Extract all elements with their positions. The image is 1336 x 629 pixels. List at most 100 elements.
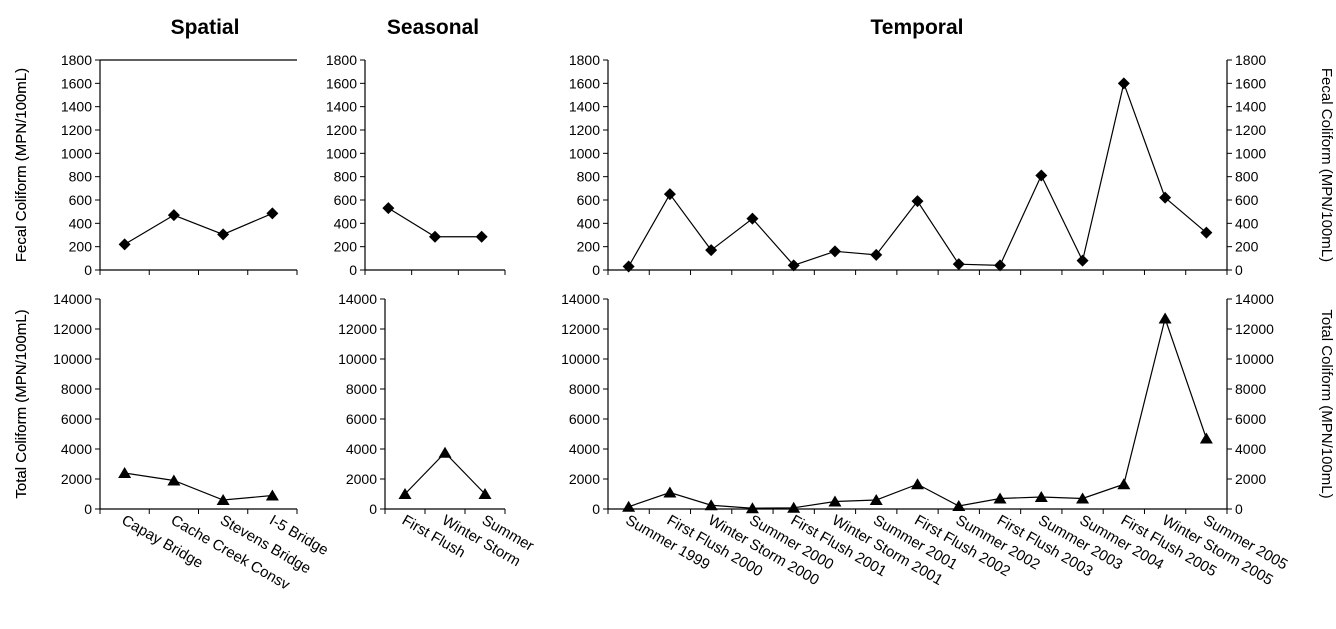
temporal-fecal-y-tick-label: 1000 — [1235, 145, 1266, 161]
seasonal-total-point-1 — [439, 447, 452, 458]
temporal-total-y-tick-label: 0 — [592, 501, 600, 517]
temporal-total-y-tick-label: 6000 — [569, 411, 600, 427]
spatial-total-y-tick-label: 0 — [84, 501, 92, 517]
spatial-fecal-panel: Spatial 0 200 400 600 800 1000 1200 1400 1600 1800… — [13, 16, 297, 278]
temporal-fecal-y-tick-label: 400 — [1235, 215, 1259, 231]
temporal-total-point-0 — [622, 501, 635, 512]
spatial-total-y-tick-label: 12000 — [53, 321, 92, 337]
temporal-fecal-y-tick-label: 1200 — [1235, 122, 1266, 138]
seasonal-fecal-y-tick-label: 200 — [334, 239, 358, 255]
temporal-fecal-series-line — [629, 83, 1207, 266]
temporal-fecal-point-8 — [953, 258, 965, 270]
temporal-total-y-tick-label: 10000 — [561, 351, 600, 367]
temporal-fecal-point-2 — [705, 244, 717, 256]
temporal-fecal-y-tick-label: 400 — [577, 215, 601, 231]
spatial-fecal-y-tick-label: 1000 — [61, 145, 92, 161]
temporal-fecal-y-tick-label: 600 — [577, 192, 601, 208]
seasonal-total-y-tick-label: 0 — [369, 501, 377, 517]
temporal-fecal-panel: Temporal 0 200 400 600 800 1000 1200 1400 1600 180… — [13, 16, 1335, 278]
temporal-fecal-y-tick-label: 1400 — [569, 99, 600, 115]
temporal-total-y-tick-label: 12000 — [1235, 321, 1274, 337]
spatial-fecal-point-3 — [266, 207, 278, 219]
temporal-total-y-tick-label: 14000 — [561, 291, 600, 307]
seasonal-fecal-y-tick-label: 0 — [349, 262, 357, 278]
temporal-total-point-13 — [1159, 313, 1172, 324]
seasonal-total-y-tick-label: 14000 — [338, 291, 377, 307]
temporal-total-point-12 — [1117, 478, 1130, 489]
temporal-total-point-2 — [705, 499, 718, 510]
temporal-total-y-tick-label: 8000 — [1235, 381, 1266, 397]
seasonal-fecal-point-0 — [382, 202, 394, 214]
seasonal-total-series-line — [405, 453, 485, 494]
temporal-total-y-tick-label: 12000 — [561, 321, 600, 337]
seasonal-total-y-tick-label: 12000 — [338, 321, 377, 337]
temporal-total-point-7 — [911, 478, 924, 489]
seasonal-fecal-y-tick-label: 1000 — [326, 145, 357, 161]
spatial-total-panel: 0 2000 4000 6000 8000 10000 12000 14000 Total Co… — [13, 291, 331, 594]
temporal-total-point-10 — [1035, 491, 1048, 502]
seasonal-fecal-title: Seasonal — [387, 16, 479, 39]
seasonal-fecal-point-1 — [429, 231, 441, 243]
temporal-fecal-y-tick-label: 200 — [577, 239, 601, 255]
temporal-fecal-point-10 — [1035, 170, 1047, 182]
spatial-fecal-y-tick-label: 200 — [69, 239, 93, 255]
temporal-total-ylabel-right: Total Coliform (MPN/100mL) — [1318, 309, 1335, 498]
temporal-fecal-y-tick-label: 0 — [1235, 262, 1243, 278]
temporal-fecal-y-tick-label: 1600 — [569, 75, 600, 91]
spatial-fecal-y-tick-label: 1200 — [61, 122, 92, 138]
temporal-fecal-y-tick-label: 1200 — [569, 122, 600, 138]
seasonal-total-y-tick-label: 10000 — [338, 351, 377, 367]
temporal-fecal-point-1 — [664, 188, 676, 200]
temporal-fecal-y-tick-label: 1000 — [569, 145, 600, 161]
temporal-fecal-y-tick-label: 800 — [577, 169, 601, 185]
temporal-total-point-14 — [1200, 433, 1213, 444]
spatial-fecal-y-tick-label: 400 — [69, 215, 93, 231]
temporal-total-y-tick-label: 14000 — [1235, 291, 1274, 307]
spatial-fecal-series-line — [125, 213, 273, 244]
temporal-fecal-y-tick-label: 1800 — [1235, 52, 1266, 68]
spatial-total-y-tick-label: 2000 — [61, 471, 92, 487]
spatial-fecal-y-tick-label: 1400 — [61, 99, 92, 115]
seasonal-fecal-y-tick-label: 1800 — [326, 52, 357, 68]
temporal-total-y-tick-label: 6000 — [1235, 411, 1266, 427]
spatial-total-y-tick-label: 4000 — [61, 441, 92, 457]
spatial-total-y-tick-label: 6000 — [61, 411, 92, 427]
temporal-total-y-tick-label: 2000 — [1235, 471, 1266, 487]
temporal-fecal-y-tick-label: 0 — [592, 262, 600, 278]
spatial-total-y-tick-label: 14000 — [53, 291, 92, 307]
seasonal-total-y-tick-label: 2000 — [346, 471, 377, 487]
temporal-fecal-ylabel-right: Fecal Coliform (MPN/100mL) — [1318, 68, 1335, 262]
temporal-total-y-tick-label: 0 — [1235, 501, 1243, 517]
temporal-fecal-y-tick-label: 800 — [1235, 169, 1259, 185]
spatial-total-y-tick-label: 8000 — [61, 381, 92, 397]
temporal-fecal-title: Temporal — [871, 16, 964, 39]
spatial-fecal-y-tick-label: 0 — [84, 262, 92, 278]
seasonal-fecal-panel: Seasonal 0 200 400 600 800 1000 1200 1400 1600 180… — [326, 16, 505, 278]
spatial-total-point-3 — [266, 490, 279, 501]
seasonal-fecal-y-tick-label: 400 — [334, 215, 358, 231]
temporal-fecal-point-7 — [912, 195, 924, 207]
temporal-total-point-6 — [870, 494, 883, 505]
seasonal-total-y-tick-label: 4000 — [346, 441, 377, 457]
temporal-fecal-point-5 — [829, 245, 841, 257]
seasonal-fecal-point-2 — [476, 231, 488, 243]
temporal-fecal-point-0 — [623, 261, 635, 273]
seasonal-total-y-tick-label: 8000 — [346, 381, 377, 397]
temporal-fecal-y-tick-label: 1400 — [1235, 99, 1266, 115]
spatial-total-series-line — [125, 473, 273, 500]
seasonal-fecal-y-tick-label: 1200 — [326, 122, 357, 138]
seasonal-fecal-y-tick-label: 1600 — [326, 75, 357, 91]
temporal-total-y-tick-label: 2000 — [569, 471, 600, 487]
temporal-fecal-point-11 — [1077, 255, 1089, 267]
spatial-total-y-tick-label: 10000 — [53, 351, 92, 367]
temporal-total-ylabel-left: Total Coliform (MPN/100mL) — [13, 309, 30, 498]
spatial-fecal-y-tick-label: 1600 — [61, 75, 92, 91]
spatial-fecal-point-2 — [217, 228, 229, 240]
temporal-fecal-ylabel-left: Fecal Coliform (MPN/100mL) — [13, 68, 30, 262]
spatial-fecal-y-tick-label: 800 — [69, 169, 93, 185]
temporal-fecal-y-tick-label: 1800 — [569, 52, 600, 68]
temporal-fecal-y-tick-label: 1600 — [1235, 75, 1266, 91]
